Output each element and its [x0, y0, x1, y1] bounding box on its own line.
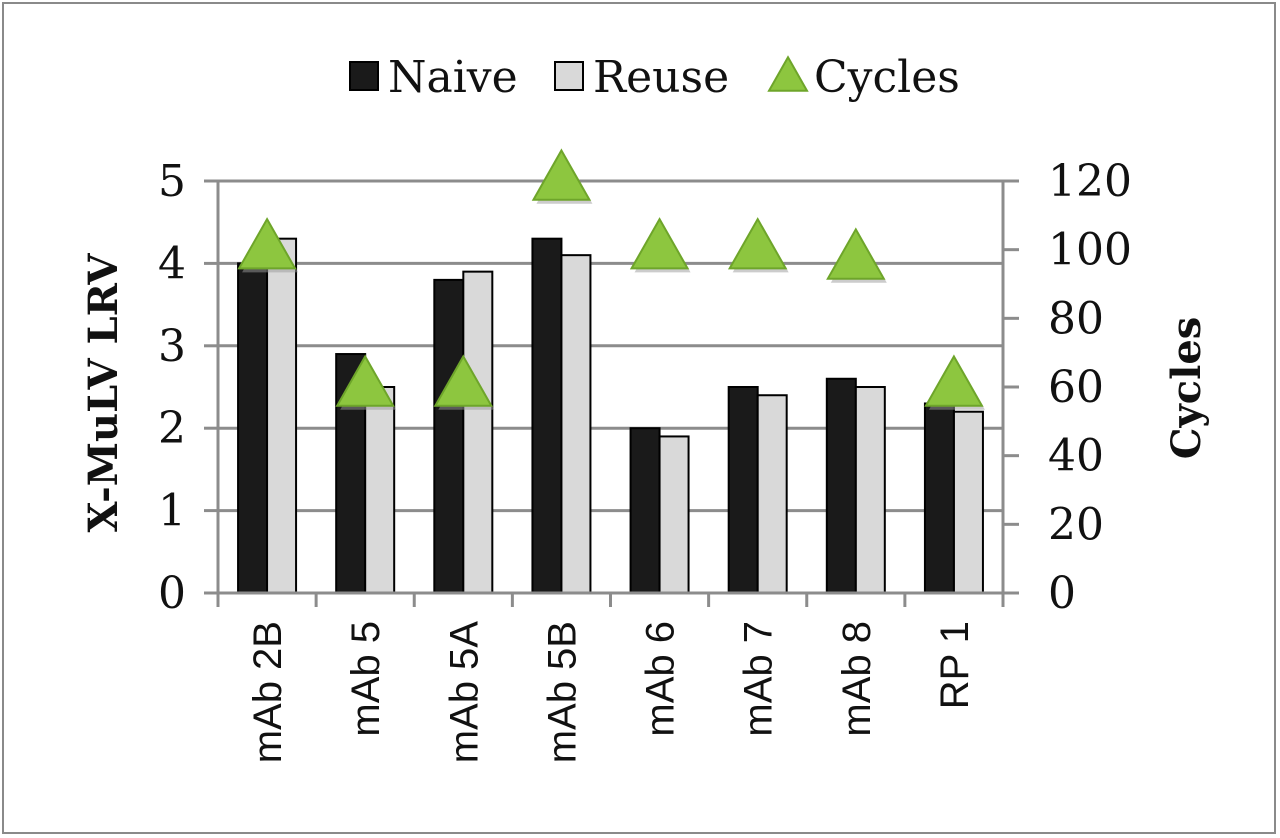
x-tick-label: mAb 5A — [442, 621, 486, 764]
x-tick-label: mAb 2B — [246, 621, 290, 763]
legend-label-reuse: Reuse — [593, 52, 729, 103]
bar-naive — [923, 402, 955, 595]
y-tick-label: 0 — [158, 568, 186, 619]
bar-reuse — [266, 237, 298, 594]
bar-naive — [433, 278, 465, 594]
legend-swatch-reuse — [554, 61, 584, 91]
y-tick-label: 3 — [158, 321, 186, 372]
axes: 0 1 2 3 4 5 0 20 40 60 80 100 120 mAb 2B mAb 5 mAb 5A mA… — [158, 156, 1132, 763]
y2-tick-label: 20 — [1048, 499, 1104, 550]
marker-cycles — [433, 354, 494, 407]
y-tick-label: 5 — [158, 156, 186, 207]
bar-reuse — [854, 386, 886, 594]
x-tick-label: mAb 5 — [344, 621, 388, 737]
bar-reuse — [952, 410, 984, 594]
y-tick-label: 1 — [158, 486, 186, 537]
bars — [237, 237, 984, 595]
x-tick-label: mAb 7 — [737, 621, 781, 737]
bar-reuse — [658, 435, 690, 594]
y2-axis-title: Cycles — [1163, 317, 1210, 460]
x-tick-label: mAb 6 — [639, 621, 683, 737]
legend-label-cycles: Cycles — [814, 52, 960, 103]
bar-reuse — [756, 394, 788, 594]
y2-tick-label: 40 — [1048, 431, 1104, 482]
marker-cycles — [727, 217, 788, 270]
bar-reuse — [560, 254, 592, 594]
marker-cycles — [826, 227, 886, 280]
y-axis-title: X-MuLV LRV — [80, 253, 127, 533]
x-tick-label: RP 1 — [933, 621, 977, 709]
x-tick-label: mAb 8 — [835, 621, 879, 737]
marker-cycles — [335, 354, 395, 407]
legend-swatch-naive — [349, 61, 379, 91]
x-tick-label: mAb 5B — [540, 621, 584, 763]
marker-cycles — [237, 217, 297, 270]
bar-naive — [531, 237, 563, 594]
markers — [237, 148, 985, 410]
bar-naive — [825, 377, 857, 595]
y2-tick-label: 80 — [1048, 293, 1104, 344]
marker-cycles — [924, 354, 984, 407]
labels: X-MuLV LRV Cycles — [80, 253, 1210, 533]
legend-swatch-cycles — [767, 55, 809, 92]
bar-reuse — [364, 386, 396, 594]
bar-naive — [727, 386, 759, 594]
legend: Naive Reuse Cycles — [349, 52, 960, 103]
y-tick-label: 2 — [158, 403, 186, 454]
y2-tick-label: 0 — [1048, 568, 1076, 619]
y-tick-label: 4 — [158, 238, 186, 289]
y2-tick-label: 100 — [1048, 225, 1132, 276]
legend-label-naive: Naive — [388, 52, 518, 103]
y2-tick-label: 120 — [1048, 156, 1132, 207]
bar-reuse — [462, 270, 494, 594]
marker-cycles — [629, 217, 690, 270]
y2-tick-label: 60 — [1048, 362, 1104, 413]
marker-cycles — [531, 148, 592, 201]
bar-naive — [237, 262, 269, 594]
bar-naive — [629, 427, 661, 595]
